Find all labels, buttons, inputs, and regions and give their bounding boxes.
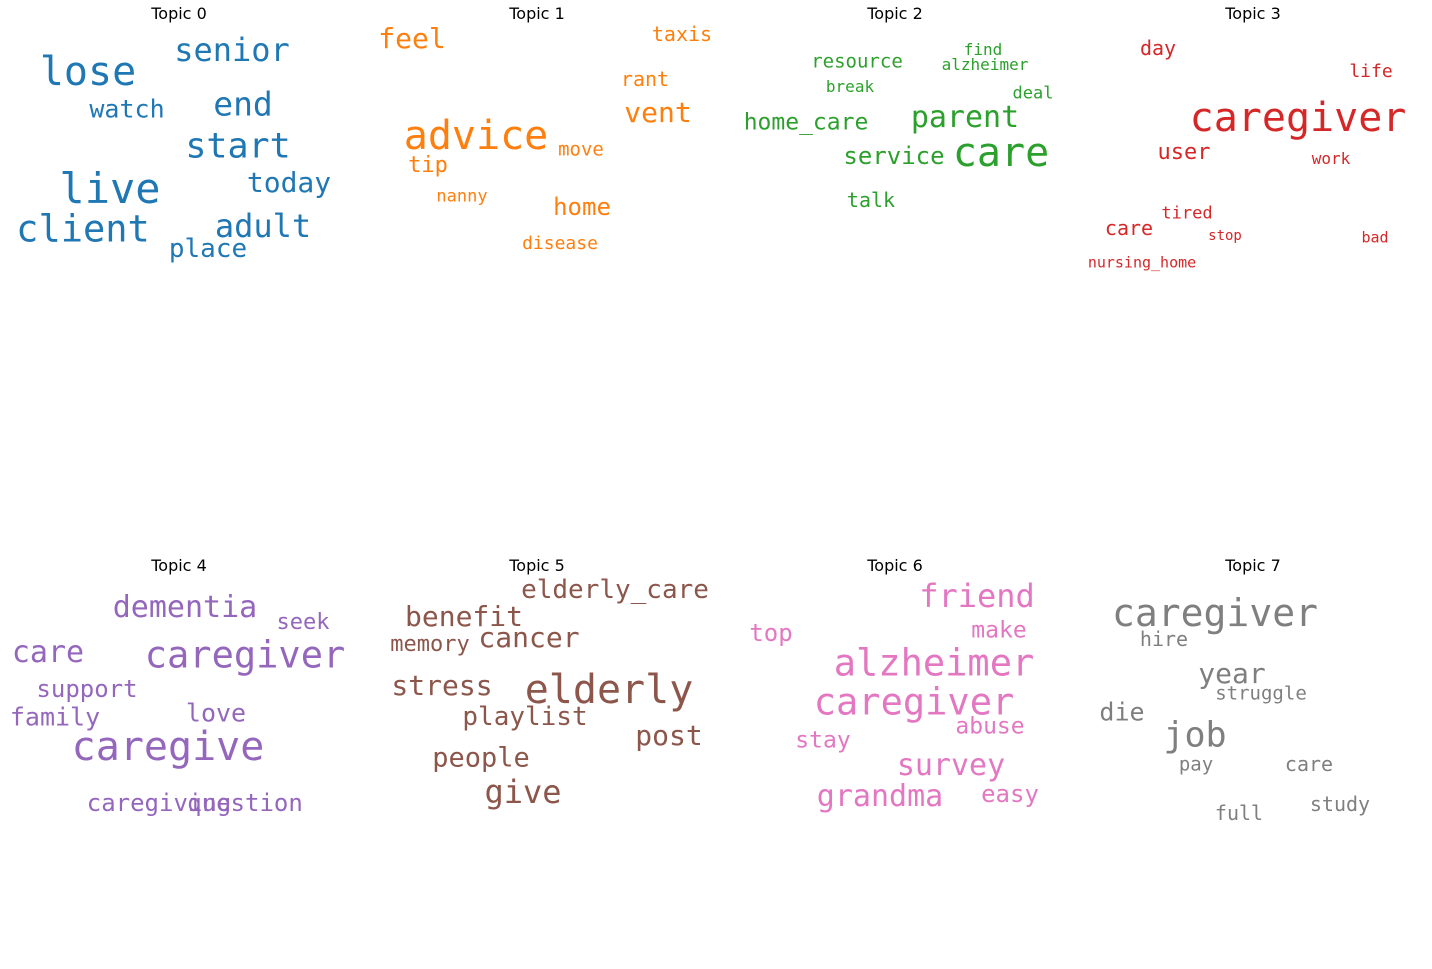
wordcloud-word: caregiver	[813, 680, 1015, 724]
wordcloud-word: home	[553, 193, 611, 221]
wordcloud-word: caregiver	[144, 633, 346, 677]
wordcloud-word: make	[971, 617, 1027, 644]
wordcloud-word: give	[484, 773, 562, 811]
wordcloud-word: nanny	[436, 186, 488, 207]
wordcloud-word: advice	[403, 113, 549, 159]
wordcloud-word: lose	[39, 49, 137, 95]
wordcloud-word: caregiving	[86, 789, 232, 817]
wordcloud-word: abuse	[955, 713, 1025, 740]
wordcloud-word: user	[1157, 140, 1211, 165]
wordcloud-word: client	[16, 207, 150, 251]
wordcloud-word: senior	[174, 31, 290, 69]
wordcloud-word: study	[1309, 792, 1371, 816]
wordcloud-word: care	[952, 130, 1050, 176]
wordcloud-word: tired	[1161, 203, 1213, 224]
wordcloud-word: place	[168, 234, 248, 264]
wordcloud-word: deal	[1012, 83, 1054, 104]
topic-panel: Topic 2 resource find alzheimer break deal ho…	[716, 0, 1074, 417]
wordcloud-word: pay	[1178, 753, 1214, 776]
topic-panel: Topic 4 dementia seek care caregiver support…	[0, 552, 358, 969]
wordcloud-word: move	[558, 138, 604, 161]
wordcloud-word: care	[11, 635, 85, 670]
wordcloud-word: support	[36, 675, 138, 703]
wordcloud-word: caregive	[71, 724, 265, 770]
wordcloud-word: find	[963, 40, 1003, 59]
wordcloud-word: parent	[910, 100, 1020, 135]
wordcloud-word: elderly_care	[521, 575, 709, 605]
wordcloud-word: care	[1104, 216, 1154, 240]
wordcloud-word: day	[1139, 36, 1177, 60]
wordcloud-word: hire	[1139, 627, 1189, 651]
wordcloud-word: alzheimer	[833, 641, 1035, 685]
wordcloud-word: end	[213, 84, 273, 124]
wordcloud-word: cancer	[478, 621, 580, 654]
wordcloud-word: watch	[89, 94, 165, 124]
wordcloud-word: tip	[408, 153, 448, 178]
panel-title: Topic 1	[509, 4, 565, 23]
wordcloud-word: caregiver	[1112, 591, 1318, 635]
wordcloud-word: seek	[276, 610, 330, 635]
wordcloud-word: survey	[896, 748, 1006, 783]
wordcloud-word: nursing_home	[1087, 253, 1197, 272]
wordcloud-word: service	[843, 142, 945, 170]
wordcloud-word: vent	[624, 96, 692, 129]
wordcloud-word: memory	[390, 632, 470, 657]
wordcloud-word: easy	[981, 780, 1039, 808]
wordcloud-word: rant	[620, 67, 670, 91]
wordcloud-word: stay	[795, 727, 851, 754]
panel-title: Topic 7	[1225, 556, 1281, 575]
wordcloud-word: stress	[391, 669, 493, 702]
panel-title: Topic 4	[151, 556, 207, 575]
topic-panel: Topic 1 feel taxis rant vent advice move tip na…	[358, 0, 716, 417]
wordcloud-word: job	[1163, 715, 1227, 756]
wordcloud-word: work	[1311, 149, 1351, 168]
topic-panel: Topic 6 friend top make alzheimer caregiver a…	[716, 552, 1074, 969]
wordcloud-word: care	[1284, 752, 1334, 776]
topic-panel: Topic 3 day life caregiver user work tired car…	[1074, 0, 1432, 417]
panel-title: Topic 5	[509, 556, 565, 575]
wordcloud-word: life	[1349, 61, 1393, 82]
wordcloud-word: alzheimer	[941, 55, 1029, 74]
panel-title: Topic 6	[867, 556, 923, 575]
wordcloud-word: die	[1099, 697, 1145, 727]
panel-title: Topic 0	[151, 4, 207, 23]
panel-title: Topic 3	[1225, 4, 1281, 23]
topic-panel: Topic 5 elderly_care benefit memory cancer s…	[358, 552, 716, 969]
panel-title: Topic 2	[867, 4, 923, 23]
wordcloud-word: break	[825, 77, 875, 96]
wordcloud-word: feel	[378, 22, 446, 55]
wordcloud-word: benefit	[404, 600, 524, 633]
wordcloud-word: struggle	[1215, 682, 1307, 705]
topic-panel: Topic 0 lose senior watch end start live today…	[0, 0, 358, 417]
wordcloud-word: stop	[1208, 228, 1242, 244]
wordcloud-word: disease	[522, 233, 598, 254]
wordcloud-word: talk	[846, 188, 896, 212]
wordcloud-word: post	[635, 719, 703, 752]
wordcloud-word: elderly	[524, 667, 694, 713]
wordcloud-word: caregiver	[1189, 95, 1407, 141]
wordcloud-word: start	[185, 126, 291, 167]
wordcloud-word: family	[9, 702, 101, 732]
wordcloud-word: home_care	[743, 109, 869, 136]
wordcloud-word: people	[432, 742, 530, 774]
wordcloud-word: top	[749, 619, 793, 647]
wordcloud-word: playlist	[462, 702, 588, 732]
wordcloud-word: friend	[919, 577, 1035, 615]
wordcloud-word: dementia	[112, 590, 258, 625]
wordcloud-word: live	[59, 164, 161, 213]
topic-panel: Topic 7 caregiver hire year struggle die job p…	[1074, 552, 1432, 969]
wordcloud-word: grandma	[816, 779, 944, 814]
wordcloud-word: today	[246, 166, 332, 199]
wordcloud-word: year	[1198, 657, 1266, 690]
wordcloud-word: adult	[214, 207, 312, 245]
wordcloud-word: love	[185, 698, 247, 728]
wordcloud-word: full	[1214, 801, 1264, 825]
wordcloud-word: resource	[811, 50, 903, 73]
wordcloud-word: taxis	[651, 22, 713, 46]
wordcloud-word: bad	[1361, 228, 1389, 247]
wordcloud-word: question	[187, 789, 303, 817]
